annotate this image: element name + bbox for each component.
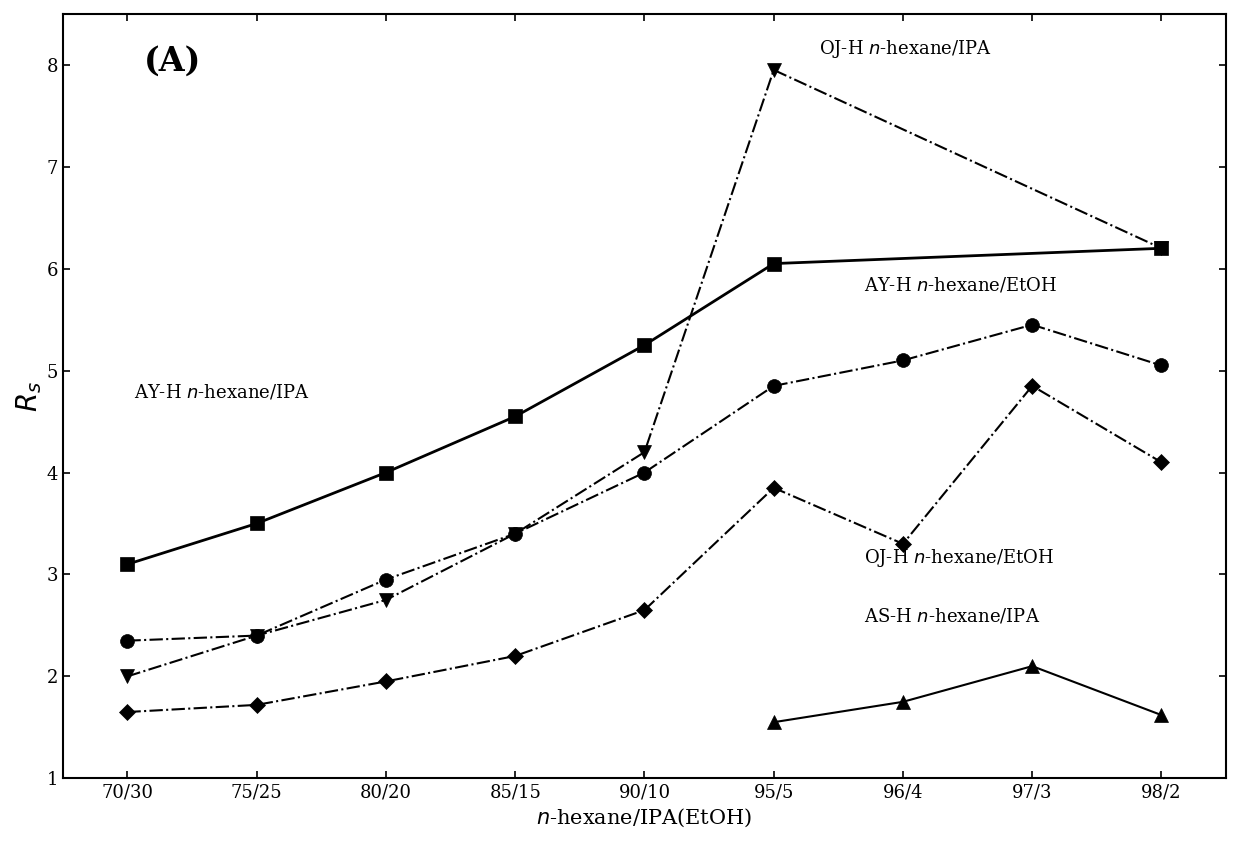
Text: OJ-H $\it{n}$-hexane/EtOH: OJ-H $\it{n}$-hexane/EtOH bbox=[864, 547, 1054, 569]
X-axis label: $\it{n}$-hexane/IPA(EtOH): $\it{n}$-hexane/IPA(EtOH) bbox=[537, 807, 753, 830]
Text: (A): (A) bbox=[144, 45, 202, 78]
Text: AS-H $\it{n}$-hexane/IPA: AS-H $\it{n}$-hexane/IPA bbox=[864, 606, 1040, 626]
Text: OJ-H $\it{n}$-hexane/IPA: OJ-H $\it{n}$-hexane/IPA bbox=[818, 38, 992, 60]
Y-axis label: $R_s$: $R_s$ bbox=[14, 380, 43, 411]
Text: AY-H $\it{n}$-hexane/IPA: AY-H $\it{n}$-hexane/IPA bbox=[134, 382, 310, 401]
Text: AY-H $\it{n}$-hexane/EtOH: AY-H $\it{n}$-hexane/EtOH bbox=[864, 275, 1058, 294]
